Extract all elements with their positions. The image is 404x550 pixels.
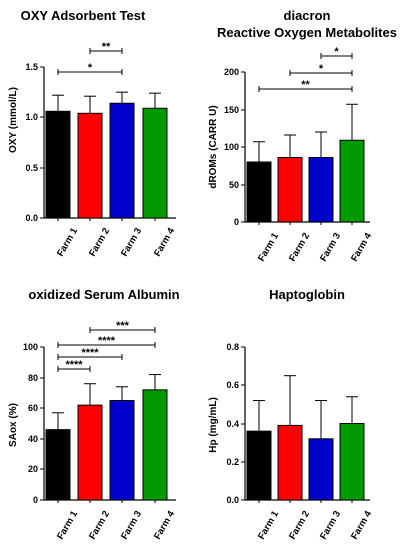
x-tick-label: Farm 1 (256, 508, 281, 541)
x-tick-label: Farm 3 (318, 231, 343, 263)
bar (45, 110, 71, 219)
y-tick-label: 80 (28, 373, 38, 383)
bar (77, 112, 103, 219)
x-tick-label: Farm 1 (256, 230, 281, 263)
x-tick-label: Farm 3 (318, 509, 343, 541)
panel-droms: diacron Reactive Oxygen Metabolites dROM… (208, 8, 397, 264)
significance-label: * (334, 46, 339, 58)
bar (109, 400, 135, 501)
y-axis-label: dROMs (CARR U) (208, 105, 219, 188)
y-tick-label: 0 (33, 495, 38, 505)
y-axis-label: SAox (%) (8, 403, 19, 447)
y-tick-label: 0.2 (226, 457, 239, 467)
y-axis-label: OXY (mmol/L) (8, 87, 19, 153)
chart-title: diacron (284, 8, 331, 23)
y-tick-label: 40 (28, 434, 38, 444)
bar (246, 430, 272, 501)
x-tick-label: Farm 4 (349, 230, 374, 263)
y-tick-label: 0.5 (25, 163, 38, 173)
bar (308, 157, 334, 223)
significance-label: **** (65, 359, 83, 371)
bar (109, 102, 135, 219)
y-tick-label: 100 (224, 142, 239, 152)
y-tick-label: 100 (23, 342, 38, 352)
chart-title: OXY Adsorbent Test (21, 8, 146, 23)
x-tick-label: Farm 2 (87, 226, 112, 258)
x-tick-label: Farm 2 (87, 509, 112, 541)
y-tick-label: 0.0 (25, 213, 38, 223)
y-tick-label: 60 (28, 403, 38, 413)
significance-label: **** (98, 335, 116, 347)
x-tick-label: Farm 1 (55, 225, 80, 258)
y-tick-label: 0.6 (226, 380, 239, 390)
x-tick-label: Farm 3 (119, 226, 144, 258)
y-tick-label: 0.4 (226, 419, 239, 429)
y-axis-label: Hp (mg/mL) (208, 397, 219, 453)
significance-label: ** (102, 41, 111, 53)
y-tick-label: 0 (234, 217, 239, 227)
x-tick-label: Farm 4 (152, 508, 177, 541)
significance-label: * (88, 62, 93, 74)
bar (45, 429, 71, 501)
y-tick-label: 150 (224, 105, 239, 115)
y-tick-label: 1.0 (25, 112, 38, 122)
bar (77, 404, 103, 501)
x-tick-label: Farm 3 (119, 509, 144, 541)
x-tick-label: Farm 2 (287, 509, 312, 541)
significance-label: * (319, 63, 324, 75)
panel-oxy: OXY Adsorbent Test OXY (mmol/L) 0.0 0.5 1.… (8, 8, 178, 259)
y-tick-label: 200 (224, 67, 239, 77)
x-tick-label: Farm 2 (287, 231, 312, 263)
y-tick-label: 0.0 (226, 495, 239, 505)
x-tick-label: Farm 1 (55, 508, 80, 541)
panel-hp: Haptoglobin Hp (mg/mL) 0.0 0.2 0.4 0.6 0.8 Fa… (208, 287, 375, 542)
bar (142, 107, 168, 219)
bar (277, 157, 303, 223)
panel-saox: oxidized Serum Albumin SAox (%) 0 20 40 60 8… (8, 287, 180, 542)
significance-label: ** (301, 79, 310, 91)
bar (308, 438, 334, 501)
y-tick-label: 20 (28, 464, 38, 474)
bar (142, 389, 168, 501)
plot-area: 0.0 0.2 0.4 0.6 0.8 Farm 1 Farm 2 Farm 3 Farm 4 (226, 342, 374, 542)
significance-label: *** (116, 320, 130, 332)
bar (339, 423, 365, 501)
bar (277, 424, 303, 501)
x-tick-label: Farm 4 (152, 225, 177, 258)
chart-title: oxidized Serum Albumin (28, 287, 179, 302)
significance-label: **** (81, 347, 99, 359)
bar (339, 139, 365, 223)
y-tick-label: 1.5 (25, 62, 38, 72)
chart-title: Haptoglobin (269, 287, 345, 302)
x-tick-label: Farm 4 (349, 508, 374, 541)
y-tick-label: 0.8 (226, 342, 239, 352)
bar (246, 161, 272, 223)
chart-subtitle: Reactive Oxygen Metabolites (217, 25, 397, 40)
y-tick-label: 50 (229, 180, 239, 190)
